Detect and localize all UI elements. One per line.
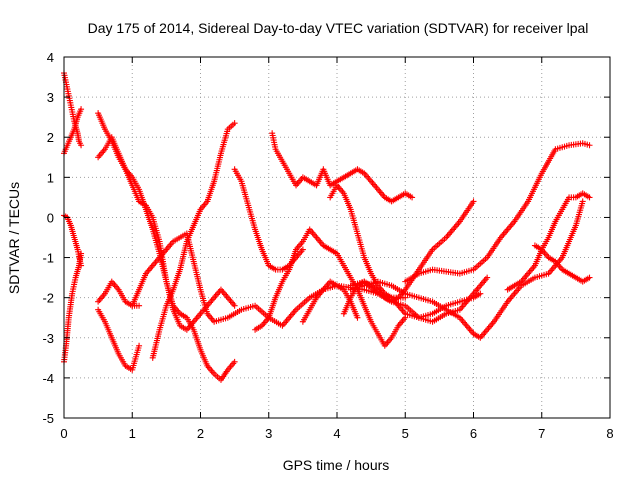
data-point — [484, 274, 491, 281]
y-tick-label: 0 — [47, 210, 54, 225]
y-tick-label: 3 — [47, 90, 54, 105]
data-series — [95, 306, 143, 373]
data-point — [586, 274, 593, 281]
data-series — [327, 182, 484, 321]
x-tick-label: 2 — [197, 426, 204, 441]
y-tick-label: -1 — [42, 251, 54, 266]
x-tick-label: 5 — [402, 426, 409, 441]
data-point — [78, 250, 85, 257]
data-point — [477, 290, 484, 297]
data-point — [299, 246, 306, 253]
y-tick-label: -4 — [42, 371, 54, 386]
data-point — [231, 302, 238, 309]
data-point — [136, 342, 143, 349]
x-tick-label: 3 — [265, 426, 272, 441]
x-tick-label: 4 — [333, 426, 340, 441]
data-point — [470, 198, 477, 205]
y-axis-label: SDTVAR / TECUs — [6, 182, 22, 294]
y-tick-label: 2 — [47, 130, 54, 145]
x-tick-label: 0 — [60, 426, 67, 441]
data-point — [136, 302, 143, 309]
x-tick-label: 6 — [470, 426, 477, 441]
data-point — [409, 194, 416, 201]
data-series — [504, 190, 593, 293]
x-axis-label: GPS time / hours — [283, 457, 390, 473]
data-series — [231, 166, 306, 273]
data-point — [231, 358, 238, 365]
data-point — [586, 142, 593, 149]
data-series — [402, 140, 593, 285]
y-tick-label: 1 — [47, 170, 54, 185]
data-point — [586, 194, 593, 201]
grid — [64, 57, 610, 418]
data-series — [299, 278, 361, 325]
y-tick-label: -5 — [42, 411, 54, 426]
data-series — [347, 198, 586, 341]
y-tick-label: 4 — [47, 50, 54, 65]
chart-title: Day 175 of 2014, Sidereal Day-to-day VTE… — [88, 20, 589, 36]
data-series — [347, 274, 491, 325]
data-point — [78, 106, 85, 113]
x-tick-label: 7 — [538, 426, 545, 441]
data-point — [579, 198, 586, 205]
data-series — [531, 242, 593, 285]
data-points — [61, 70, 593, 383]
data-series — [252, 226, 409, 349]
y-tick-label: -3 — [42, 331, 54, 346]
x-tick-label: 1 — [129, 426, 136, 441]
y-tick-label: -2 — [42, 291, 54, 306]
data-point — [354, 314, 361, 321]
data-series — [61, 106, 85, 157]
data-series — [149, 120, 238, 361]
data-series — [269, 130, 416, 205]
x-tick-label: 8 — [606, 426, 613, 441]
data-point — [231, 120, 238, 127]
data-point — [78, 142, 85, 149]
axis-ticks: 0 1 2 3 4 5 6 7 8 -5 -4 -3 -2 -1 0 1 2 3 4 — [42, 50, 613, 441]
